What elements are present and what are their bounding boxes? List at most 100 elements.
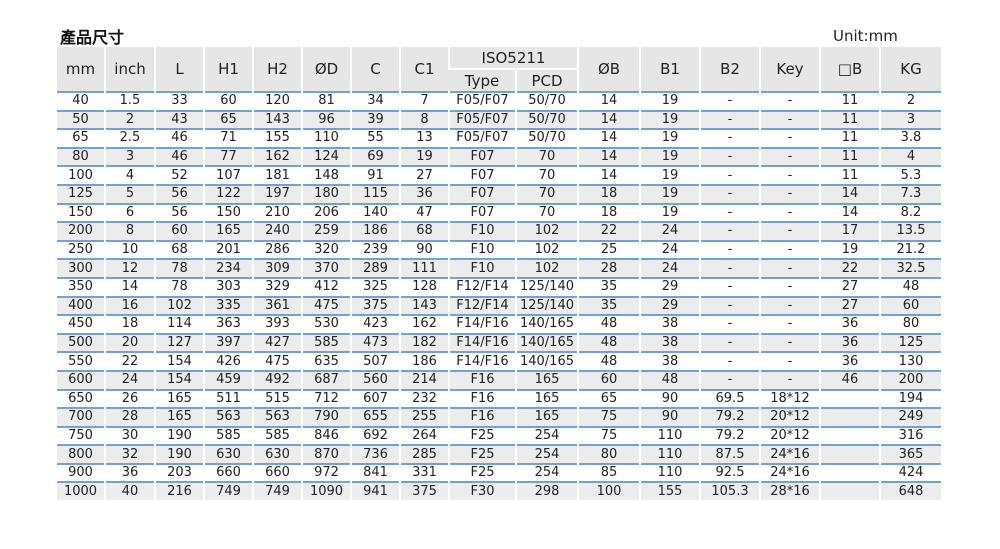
table-cell: 635 <box>301 352 351 371</box>
table-cell: 214 <box>399 370 449 390</box>
table-row: 900 36 203 660 660 972 841 331 F25 254 85 110 92.5 24… <box>57 463 941 483</box>
table-cell: - <box>759 92 820 111</box>
table-cell: - <box>699 110 760 130</box>
header-c: C <box>350 47 400 92</box>
table-cell: F10 <box>448 240 516 260</box>
table-cell: - <box>699 166 760 185</box>
table-cell: 38 <box>639 352 700 371</box>
table-cell: 125 <box>57 184 105 204</box>
table-cell: 335 <box>203 296 253 316</box>
table-cell: 17 <box>819 222 880 241</box>
table-cell: 712 <box>301 389 351 409</box>
table-cell: 424 <box>879 463 941 483</box>
table-cell: 259 <box>301 222 351 241</box>
header-c1: C1 <box>399 47 449 92</box>
table-cell: 29 <box>639 296 700 316</box>
table-cell: 29 <box>639 277 700 297</box>
table-cell: 154 <box>154 352 204 371</box>
table-cell: 331 <box>399 463 449 483</box>
table-cell: - <box>759 352 820 371</box>
table-cell: 450 <box>68 316 93 332</box>
table-cell: 325 <box>350 277 400 297</box>
table-cell: 36 <box>104 463 155 483</box>
table-cell: 8 <box>399 110 449 130</box>
table-cell: 46 <box>154 129 204 148</box>
table-cell: F25 <box>448 445 516 464</box>
table-cell: 585 <box>301 333 351 353</box>
table-cell: 12 <box>104 259 155 278</box>
table-cell: 13.5 <box>879 222 941 241</box>
table-cell: 22 <box>819 259 880 278</box>
table-cell: 186 <box>399 352 449 371</box>
table-cell: 102 <box>515 222 578 241</box>
table-cell: F10 <box>448 222 516 241</box>
table-cell: 749 <box>203 482 253 501</box>
table-cell: 24 <box>639 240 700 260</box>
table-cell: 102 <box>154 296 204 316</box>
table-cell: 120 <box>252 92 302 111</box>
table-cell: 254 <box>515 463 578 483</box>
table-row: 100 4 52 107 181 148 91 27 F07 70 14 19- -11 5.3 <box>57 166 941 185</box>
table-cell: 40 <box>72 93 89 109</box>
table-cell: 19 <box>639 166 700 185</box>
table-cell: 68 <box>399 222 449 241</box>
table-cell: 200 <box>57 222 105 241</box>
page-title: 產品尺寸 <box>60 28 125 47</box>
header-square-b: □B <box>819 47 880 92</box>
table-cell: 55 <box>350 129 400 148</box>
table-cell: 56 <box>154 184 204 204</box>
table-cell: 20*12 <box>759 408 820 427</box>
table-cell: 650 <box>68 390 93 406</box>
table-cell: 50/70 <box>515 110 578 130</box>
table-cell: 48 <box>639 370 700 390</box>
table-cell: 11 <box>819 166 880 185</box>
table-row: 300 12 78 234 309 370 289 111 F10 102 28 24- -22 32.5 <box>57 259 941 278</box>
table-cell: 20 <box>104 333 155 353</box>
table-cell: 11 <box>819 147 880 167</box>
table-cell: - <box>699 240 760 260</box>
table-cell: F07 <box>448 184 516 204</box>
table-cell: F12/F14 <box>448 296 516 316</box>
table-cell: 5.3 <box>879 166 941 185</box>
table-cell: 27 <box>819 296 880 316</box>
table-cell: 585 <box>203 426 253 446</box>
table-cell: 10 <box>104 240 155 260</box>
table-cell: 60 <box>154 222 204 241</box>
table-cell: 363 <box>203 315 253 334</box>
table-cell: 79.2 <box>699 408 760 427</box>
table-row: 650 26 165 511 515 712 607 232 F16 165 65 90 69.5 18*… <box>57 389 941 409</box>
table-cell: 24 <box>104 370 155 390</box>
table-cell: 90 <box>639 408 700 427</box>
table-cell: 60 <box>203 92 253 111</box>
table-cell: 102 <box>515 240 578 260</box>
table-cell: 155 <box>639 482 700 501</box>
table-cell: 102 <box>515 259 578 278</box>
table-cell: 110 <box>301 129 351 148</box>
table-cell: 110 <box>639 426 700 446</box>
table-cell: 78 <box>154 277 204 297</box>
table-cell: 22 <box>104 352 155 371</box>
table-cell: 1090 <box>301 482 351 501</box>
header-b2: B2 <box>699 47 760 92</box>
table-cell: 39 <box>350 110 400 130</box>
table-cell: 8 <box>104 222 155 241</box>
table-cell: 941 <box>350 482 400 501</box>
table-cell: 400 <box>57 296 105 316</box>
table-cell: 96 <box>301 110 351 130</box>
table-cell: - <box>699 184 760 204</box>
table-cell: 186 <box>350 222 400 241</box>
table-cell: 34 <box>350 92 400 111</box>
table-cell: - <box>699 296 760 316</box>
table-cell: 648 <box>879 482 941 501</box>
table-cell: 511 <box>203 389 253 409</box>
table-cell: 35 <box>577 296 640 316</box>
table-cell: 19 <box>399 147 449 167</box>
table-cell: - <box>699 222 760 241</box>
table-cell: 143 <box>252 110 302 130</box>
table-cell: 81 <box>301 92 351 111</box>
header-mm: mm <box>57 47 105 92</box>
table-cell: 475 <box>252 352 302 371</box>
table-cell <box>819 463 880 483</box>
table-cell: 255 <box>399 408 449 427</box>
table-cell: 1.5 <box>104 92 155 111</box>
